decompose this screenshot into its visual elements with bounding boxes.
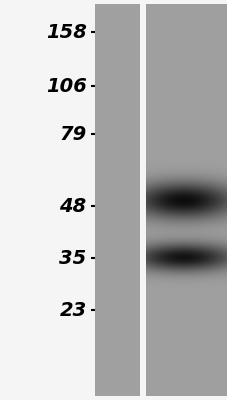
Text: 35: 35: [59, 248, 86, 268]
Text: 106: 106: [46, 76, 86, 96]
Bar: [142, 4, 146, 396]
Bar: [94, 4, 140, 396]
Text: 79: 79: [59, 124, 86, 144]
Text: 158: 158: [46, 22, 86, 42]
Bar: [145, 4, 227, 396]
Text: 23: 23: [59, 300, 86, 320]
Text: 48: 48: [59, 196, 86, 216]
